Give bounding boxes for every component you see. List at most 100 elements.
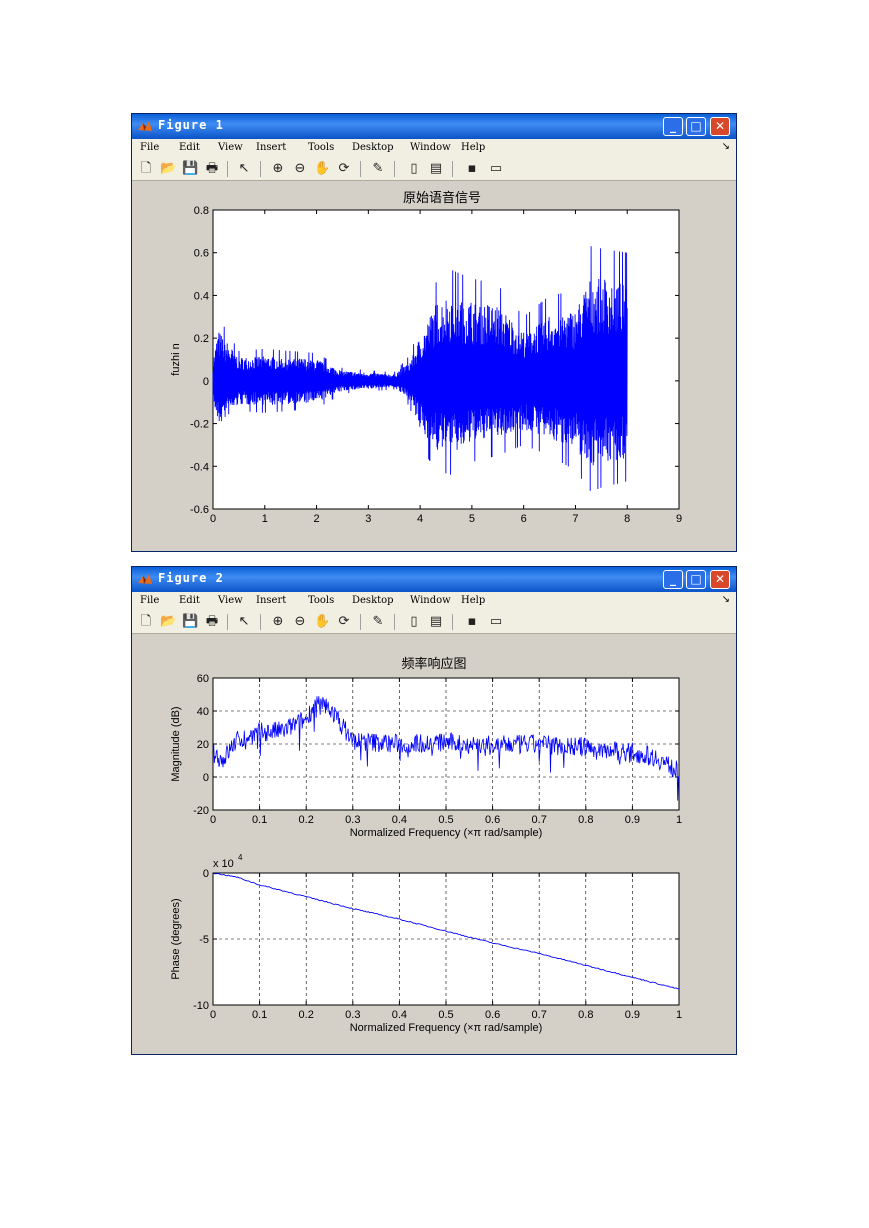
menu-window[interactable]: Window	[410, 595, 451, 606]
toolbar: 🗋 📂 💾 🖶 ↖ ⊕ ⊖ ✋ ⟳ ✎ ▯ ▤ ▪ ▭	[132, 158, 736, 181]
menu-view[interactable]: View	[218, 142, 243, 153]
x-tick-label: 3	[365, 513, 371, 525]
rotate-3d-icon[interactable]: ⟳	[338, 161, 350, 176]
select-arrow-icon[interactable]: ↖	[238, 614, 250, 629]
colorbar-icon[interactable]: ▯	[410, 161, 418, 176]
menu-edit[interactable]: Edit	[179, 595, 200, 606]
minimize-button[interactable]: _	[663, 570, 683, 589]
window-title: Figure 1	[158, 118, 224, 132]
new-file-icon[interactable]: 🗋	[140, 614, 152, 629]
menu-window[interactable]: Window	[410, 142, 451, 153]
rotate-3d-icon[interactable]: ⟳	[338, 614, 350, 629]
x-tick-label: 0.1	[252, 814, 267, 826]
x-tick-label: 0.6	[485, 1009, 500, 1021]
dock-arrow-icon[interactable]: ↘	[721, 141, 730, 152]
y-tick-label: 20	[197, 739, 209, 751]
y-axis-label: Magnitude (dB)	[170, 706, 182, 781]
phase-series-line	[212, 872, 680, 990]
open-folder-icon[interactable]: 📂	[160, 614, 177, 629]
print-icon[interactable]: 🖶	[205, 161, 219, 176]
x-tick-label: 2	[313, 513, 319, 525]
data-cursor-icon[interactable]: ✎	[372, 614, 384, 629]
y-axis-label: fuzhi n	[170, 343, 182, 375]
zoom-in-icon[interactable]: ⊕	[272, 161, 284, 176]
x-tick-label: 0.7	[532, 814, 547, 826]
x-tick-label: 1	[676, 814, 682, 826]
pan-hand-icon[interactable]: ✋	[314, 161, 331, 176]
x-tick-label: 0.2	[299, 814, 314, 826]
legend-icon[interactable]: ▤	[429, 161, 443, 176]
legend-icon[interactable]: ▤	[429, 614, 443, 629]
plot-title: 原始语音信号	[402, 191, 481, 206]
menu-view[interactable]: View	[218, 595, 243, 606]
maximize-button[interactable]: □	[686, 570, 706, 589]
menu-bar: File Edit View Insert Tools Desktop Wind…	[132, 139, 736, 158]
axes-frame	[212, 209, 680, 510]
toolbar: 🗋 📂 💾 🖶 ↖ ⊕ ⊖ ✋ ⟳ ✎ ▯ ▤ ▪ ▭	[132, 611, 736, 634]
save-icon[interactable]: 💾	[182, 614, 199, 629]
x-tick-label: 4	[417, 513, 423, 525]
y-tick-label: 0.8	[194, 205, 209, 217]
menu-file[interactable]: File	[140, 142, 160, 153]
y-tick-label: 0.6	[194, 248, 209, 260]
x-tick-label: 1	[676, 1009, 682, 1021]
x-axis-label: Normalized Frequency (×π rad/sample)	[350, 827, 543, 839]
menu-insert[interactable]: Insert	[256, 595, 287, 606]
y-scale-exponent: 4	[238, 853, 243, 862]
x-tick-label: 0.3	[345, 814, 360, 826]
x-tick-label: 0	[210, 1009, 216, 1021]
select-arrow-icon[interactable]: ↖	[238, 161, 250, 176]
x-tick-label: 0.8	[578, 1009, 593, 1021]
menu-tools[interactable]: Tools	[308, 595, 335, 606]
colorbar-icon[interactable]: ▯	[410, 614, 418, 629]
y-tick-label: 40	[197, 706, 209, 718]
menu-file[interactable]: File	[140, 595, 160, 606]
x-tick-label: 0.2	[299, 1009, 314, 1021]
zoom-out-icon[interactable]: ⊖	[294, 614, 306, 629]
menu-tools[interactable]: Tools	[308, 142, 335, 153]
zoom-out-icon[interactable]: ⊖	[294, 161, 306, 176]
menu-desktop[interactable]: Desktop	[352, 142, 394, 153]
hide-plot-tools-icon[interactable]: ▪	[467, 614, 477, 629]
y-tick-label: 0.2	[194, 333, 209, 345]
hide-plot-tools-icon[interactable]: ▪	[467, 161, 477, 176]
y-axis-label: Phase (degrees)	[170, 898, 182, 979]
axes-frame	[212, 677, 680, 811]
menu-edit[interactable]: Edit	[179, 142, 200, 153]
maximize-button[interactable]: □	[686, 117, 706, 136]
save-icon[interactable]: 💾	[182, 161, 199, 176]
title-bar[interactable]: Figure 2 _ □ ✕	[132, 567, 736, 592]
y-tick-label: -5	[199, 934, 209, 946]
menu-desktop[interactable]: Desktop	[352, 595, 394, 606]
y-scale-label: x 10	[213, 858, 234, 870]
dock-arrow-icon[interactable]: ↘	[721, 594, 730, 605]
signal-chart: 0123456789-0.6-0.4-0.200.20.40.60.8time …	[170, 205, 682, 525]
x-tick-label: 0	[210, 814, 216, 826]
pan-hand-icon[interactable]: ✋	[314, 614, 331, 629]
y-tick-label: -0.4	[190, 461, 209, 473]
zoom-in-icon[interactable]: ⊕	[272, 614, 284, 629]
x-tick-label: 0.8	[578, 814, 593, 826]
close-button[interactable]: ✕	[710, 570, 730, 589]
x-tick-label: 0	[210, 513, 216, 525]
title-bar[interactable]: Figure 1 _ □ ✕	[132, 114, 736, 139]
x-tick-label: 9	[676, 513, 682, 525]
show-plot-tools-icon[interactable]: ▭	[489, 614, 503, 629]
y-tick-label: 0.4	[194, 290, 209, 302]
signal-series-line	[212, 246, 628, 491]
print-icon[interactable]: 🖶	[205, 614, 219, 629]
frequency-response-chart: 0 0.1 0.2 0.3 0.4 0.5 0.6 0.7 0.8 0.9 1-200204060N…	[170, 673, 682, 1034]
minimize-button[interactable]: _	[663, 117, 683, 136]
menu-help[interactable]: Help	[461, 142, 486, 153]
menu-insert[interactable]: Insert	[256, 142, 287, 153]
show-plot-tools-icon[interactable]: ▭	[489, 161, 503, 176]
data-cursor-icon[interactable]: ✎	[372, 161, 384, 176]
x-tick-label: 6	[521, 513, 527, 525]
open-folder-icon[interactable]: 📂	[160, 161, 177, 176]
menu-help[interactable]: Help	[461, 595, 486, 606]
close-button[interactable]: ✕	[710, 117, 730, 136]
plot-title: 频率响应图	[401, 657, 467, 672]
y-tick-label: -0.2	[190, 419, 209, 431]
new-file-icon[interactable]: 🗋	[140, 161, 152, 176]
x-tick-label: 5	[469, 513, 475, 525]
